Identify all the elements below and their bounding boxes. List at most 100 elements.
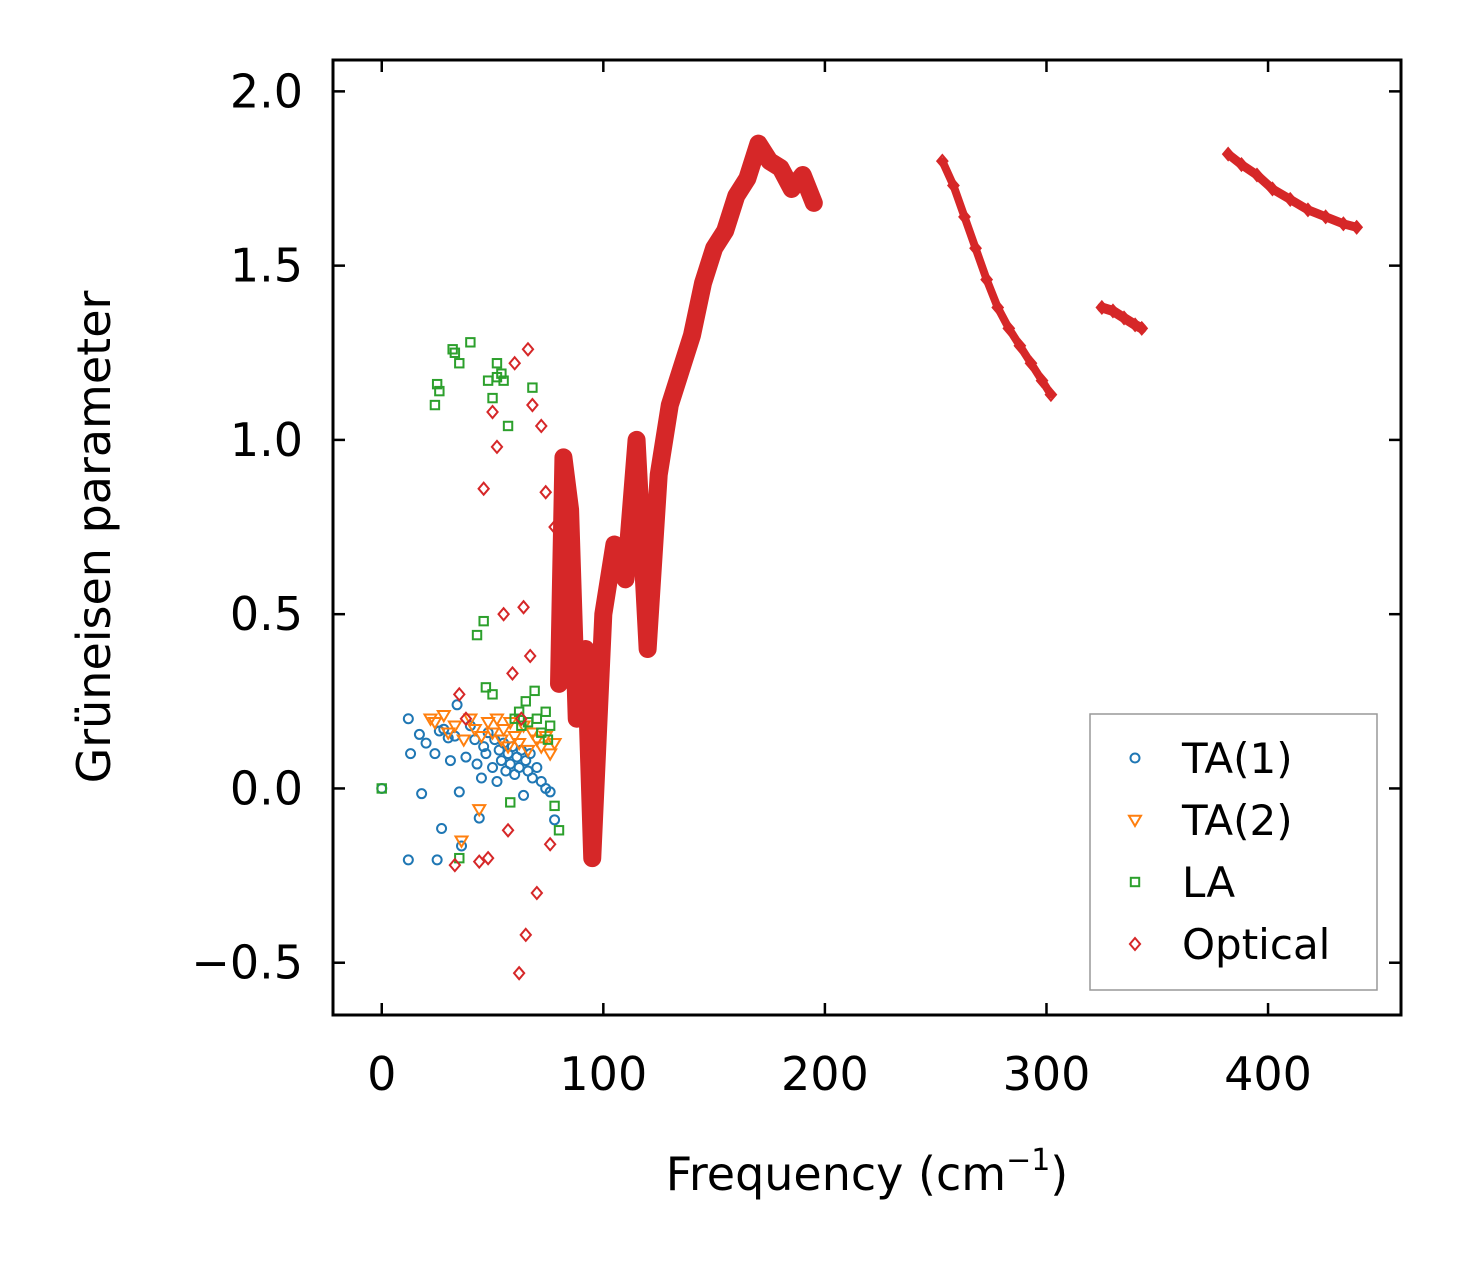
data-point xyxy=(490,439,504,455)
x-tick-label: 400 xyxy=(1224,1047,1312,1101)
data-point xyxy=(493,734,510,748)
data-point xyxy=(526,772,538,784)
data-point xyxy=(514,711,528,727)
data-point xyxy=(518,789,530,801)
data-point xyxy=(477,481,491,497)
data-point xyxy=(451,699,463,711)
data-point xyxy=(481,850,495,866)
data-point xyxy=(506,730,523,745)
data-point xyxy=(467,723,483,738)
x-tick-label: 300 xyxy=(1003,1047,1091,1101)
data-point xyxy=(478,615,489,627)
data-point xyxy=(449,347,461,358)
data-point xyxy=(544,720,556,731)
data-point xyxy=(502,420,514,432)
x-axis-label: Frequency (cm−1) xyxy=(666,1143,1069,1201)
data-point xyxy=(456,840,468,852)
data-point xyxy=(460,751,472,763)
data-point xyxy=(453,835,470,849)
data-point xyxy=(549,814,561,826)
data-point xyxy=(440,727,456,741)
data-point xyxy=(480,748,492,760)
data-point xyxy=(447,720,463,734)
data-point xyxy=(513,762,525,774)
data-point xyxy=(453,786,465,798)
series-ta-2 xyxy=(422,710,563,849)
data-point xyxy=(487,689,498,700)
data-point xyxy=(471,804,487,818)
data-point xyxy=(422,713,439,727)
data-point xyxy=(472,854,486,870)
data-point xyxy=(517,599,530,615)
optical-band-segment xyxy=(1096,302,1147,334)
data-point xyxy=(498,375,509,386)
data-point xyxy=(436,710,452,724)
legend-frame xyxy=(1089,713,1378,991)
data-point xyxy=(543,836,557,852)
data-point xyxy=(512,965,526,981)
data-point xyxy=(434,385,445,397)
optical-band-segment xyxy=(550,134,823,868)
y-axis-label: Grüneisen parameter xyxy=(67,290,121,783)
optical-band xyxy=(550,134,1362,868)
data-point xyxy=(444,755,456,767)
data-point xyxy=(533,741,550,755)
data-point xyxy=(500,741,516,755)
data-point xyxy=(471,758,483,770)
data-markers xyxy=(376,134,1364,981)
data-point xyxy=(459,711,473,727)
data-point xyxy=(402,713,414,725)
x-tick-label: 0 xyxy=(367,1047,396,1101)
data-point xyxy=(508,355,522,371)
data-point xyxy=(452,686,466,702)
data-point xyxy=(519,927,533,943)
legend-entry: Optical xyxy=(1128,920,1330,969)
series-la xyxy=(376,337,565,864)
data-point xyxy=(520,696,531,707)
legend-label: LA xyxy=(1182,858,1235,907)
data-point xyxy=(542,748,558,762)
data-point xyxy=(402,854,414,866)
legend-label: TA(2) xyxy=(1181,796,1293,845)
data-point xyxy=(526,397,539,413)
data-point xyxy=(491,775,503,787)
data-point xyxy=(495,723,512,738)
data-point xyxy=(480,682,492,693)
data-point xyxy=(539,484,553,500)
data-point xyxy=(478,741,490,753)
data-point xyxy=(504,758,516,770)
data-point xyxy=(536,727,547,738)
data-point xyxy=(549,800,560,812)
data-point xyxy=(427,717,443,731)
data-point xyxy=(496,368,507,379)
data-point xyxy=(405,748,417,760)
legend-label: TA(1) xyxy=(1181,734,1293,783)
legend-label: Optical xyxy=(1182,920,1330,969)
data-point xyxy=(429,399,441,411)
data-point xyxy=(471,629,483,641)
y-tick-label: 1.5 xyxy=(230,239,303,293)
data-point xyxy=(544,786,556,798)
data-point xyxy=(442,732,454,744)
data-point xyxy=(455,734,472,748)
data-point xyxy=(542,734,554,745)
data-point xyxy=(486,404,499,420)
data-point xyxy=(475,772,487,784)
data-point xyxy=(448,857,462,873)
data-point xyxy=(431,378,443,390)
data-point xyxy=(531,713,543,724)
y-tick-label: 0.5 xyxy=(230,587,303,641)
optical-band-segment xyxy=(938,157,1055,399)
legend-entry: TA(2) xyxy=(1127,796,1293,845)
data-point xyxy=(531,762,543,774)
x-tick-label: 200 xyxy=(781,1047,869,1101)
optical-band-segment xyxy=(1223,149,1362,232)
data-point xyxy=(527,382,538,393)
legend-marker xyxy=(1129,752,1141,764)
data-point xyxy=(489,713,505,727)
data-point xyxy=(505,797,516,808)
data-point xyxy=(534,418,548,434)
data-point xyxy=(480,717,496,731)
data-point xyxy=(553,825,565,836)
data-point xyxy=(491,358,503,369)
